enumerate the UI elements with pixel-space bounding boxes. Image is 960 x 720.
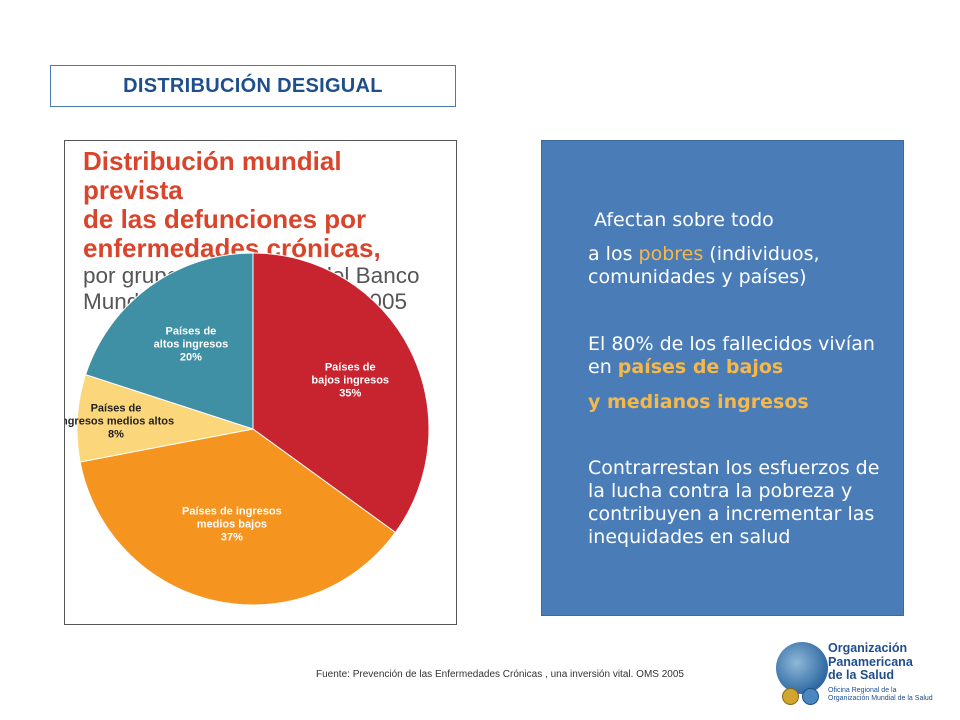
panel-paragraph-deaths: El 80% de los fallecidos vivían en paíse… bbox=[588, 333, 875, 378]
panel-paragraph-poverty: a los pobres (individuos, comunidades y … bbox=[588, 243, 820, 288]
slice-upper-middle-income-label: Países de ingresos medios altos 8% bbox=[65, 402, 174, 440]
logo-name: Organización Panamericana de la Salud bbox=[828, 641, 913, 682]
slice-lower-middle-income bbox=[79, 428, 397, 606]
slice-low-income-label: Países de bajos ingresos 35% bbox=[311, 361, 389, 399]
who-seal-icon bbox=[802, 688, 819, 705]
slide-title: DISTRIBUCIÓN DESIGUAL bbox=[123, 74, 383, 97]
logo-subtitle: Oficina Regional de la Organización Mund… bbox=[828, 687, 933, 702]
paho-seal-icon bbox=[782, 688, 799, 705]
slice-high-income-label: Países de altos ingresos 20% bbox=[154, 326, 229, 364]
panel-line-income: y medianos ingresos bbox=[588, 391, 809, 413]
panel-paragraph-inequity: Contrarrestan los esfuerzos de la lucha … bbox=[588, 457, 880, 548]
info-panel: Afectan sobre todo a los pobres (individ… bbox=[541, 140, 904, 616]
panel-line-1: Afectan sobre todo bbox=[594, 209, 774, 231]
slice-lower-middle-income-label: Países de ingresos medios bajos 37% bbox=[182, 505, 282, 543]
slice-high-income bbox=[84, 252, 254, 430]
chart-title-line-1: Distribución mundial prevista bbox=[83, 146, 342, 205]
slide-title-box: DISTRIBUCIÓN DESIGUAL bbox=[50, 65, 456, 107]
pie-chart: Países de bajos ingresos 35% Países de ingr… bbox=[65, 252, 430, 606]
source-footnote: Fuente: Prevención de las Enfermedades C… bbox=[316, 669, 684, 680]
chart-frame: Distribución mundial prevista de las def… bbox=[64, 140, 457, 625]
slice-upper-middle-income bbox=[76, 373, 254, 463]
slice-low-income bbox=[252, 252, 430, 534]
chart-title-line-2: de las defunciones por bbox=[83, 204, 367, 234]
paho-logo: Organización Panamericana de la Salud Of… bbox=[772, 640, 942, 708]
globe-icon bbox=[776, 642, 828, 694]
